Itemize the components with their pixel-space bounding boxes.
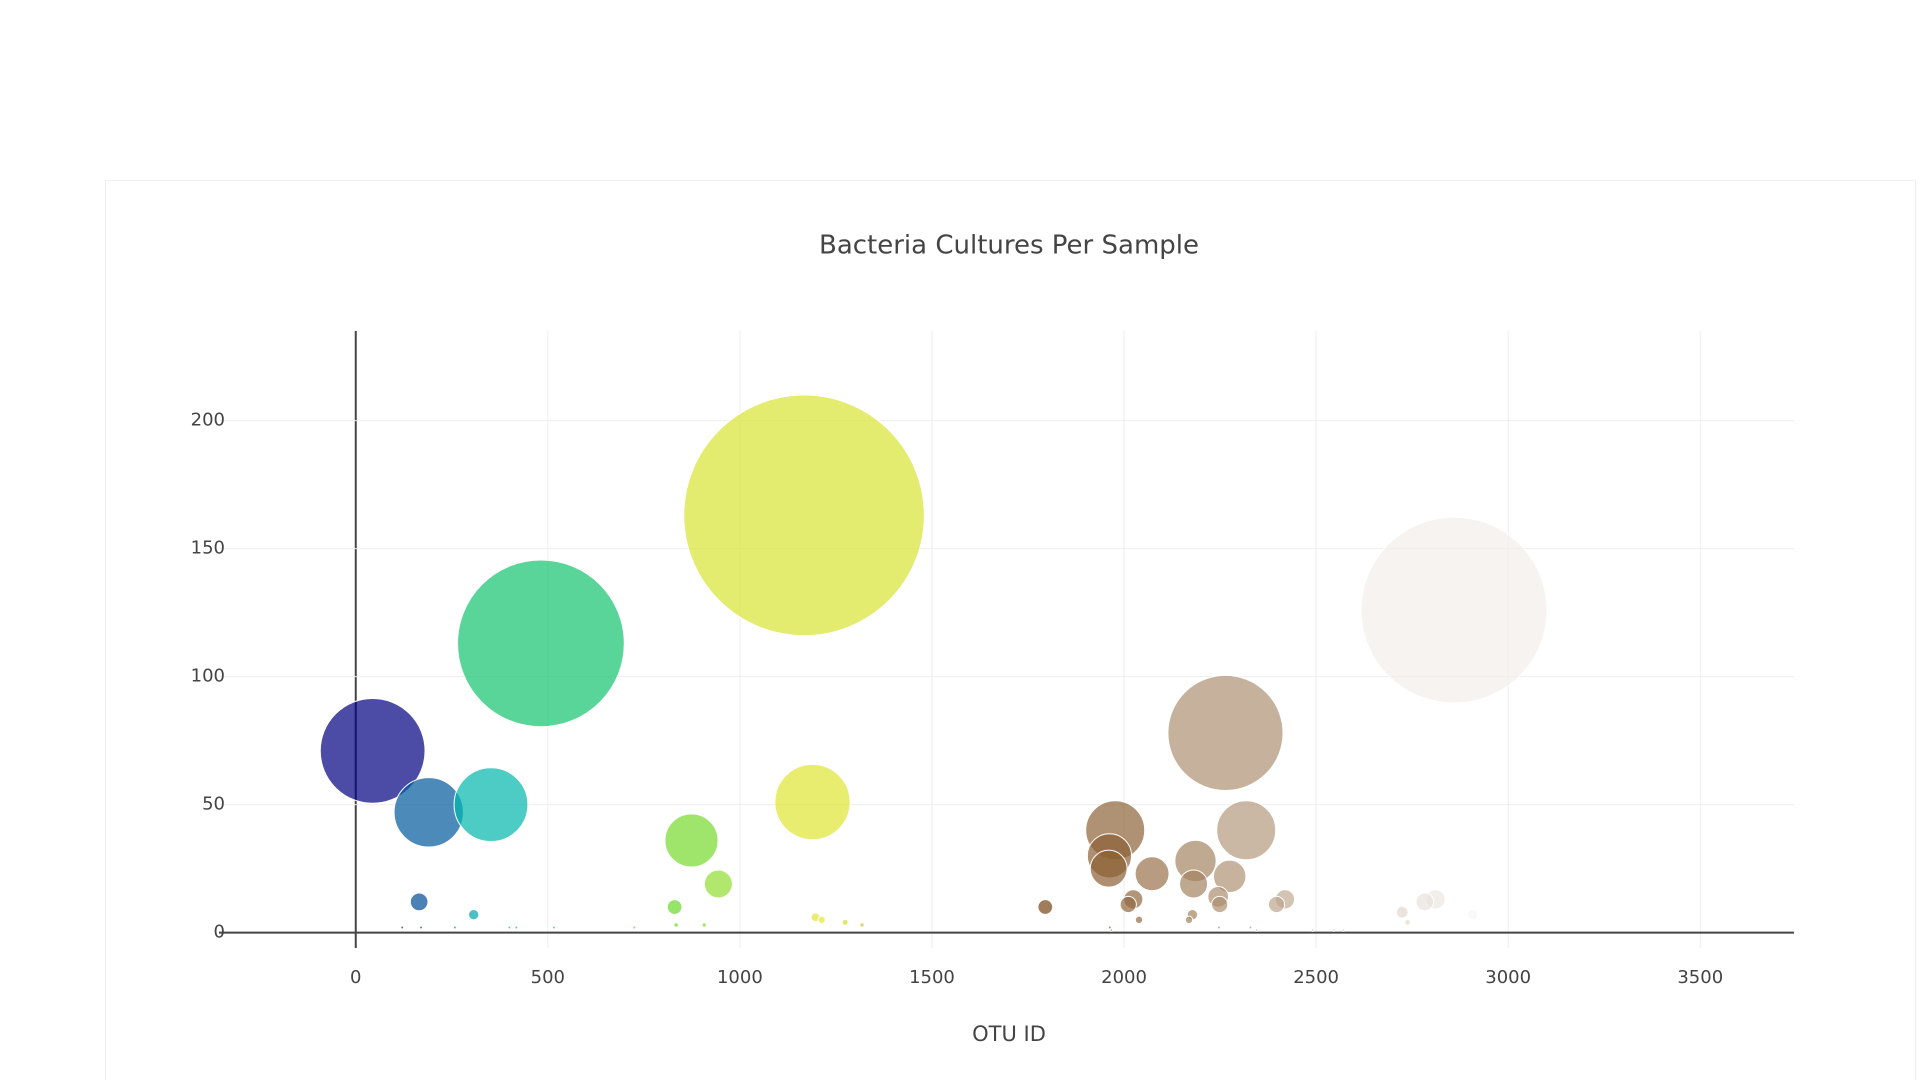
bubble	[664, 813, 719, 868]
bubble	[1134, 856, 1170, 892]
bubble	[409, 892, 429, 912]
y-tick-label: 0	[214, 922, 225, 943]
bubble	[1089, 849, 1128, 888]
x-tick-label: 2500	[1293, 967, 1339, 988]
bubble	[1248, 925, 1253, 930]
bubble	[400, 925, 405, 930]
chart-card	[105, 180, 1916, 1080]
bubble	[774, 763, 851, 841]
bubble	[683, 394, 925, 637]
bubble	[1134, 915, 1144, 925]
bubble	[468, 909, 480, 921]
bubble	[1037, 899, 1054, 915]
bubble	[1415, 892, 1435, 912]
bubble	[859, 922, 865, 928]
bubble	[1332, 928, 1336, 932]
bubble	[1119, 895, 1137, 914]
bubble	[1212, 859, 1247, 894]
x-tick-label: 500	[531, 967, 565, 988]
bubble	[1107, 925, 1112, 930]
bubble	[632, 925, 637, 930]
bubble	[1167, 674, 1284, 792]
bubble	[1360, 516, 1548, 704]
chart-title: Bacteria Cultures Per Sample	[819, 231, 1199, 261]
bubble	[1404, 918, 1412, 926]
bubble	[1179, 869, 1209, 899]
x-tick-label: 1000	[717, 967, 763, 988]
bubble	[666, 899, 683, 915]
y-tick-label: 150	[191, 538, 225, 559]
bubble	[1486, 899, 1503, 915]
bubble	[1109, 928, 1114, 932]
bubble	[1267, 895, 1286, 914]
bubble	[1216, 925, 1221, 930]
bubble	[507, 925, 512, 930]
x-tick-label: 0	[350, 967, 361, 988]
bubble	[703, 869, 733, 899]
bubble	[673, 922, 679, 928]
bubble	[841, 918, 849, 926]
bubble	[1216, 800, 1277, 861]
bubble	[1480, 925, 1485, 930]
bubble	[1310, 928, 1315, 932]
x-tick-label: 1500	[909, 967, 955, 988]
bubble	[701, 922, 707, 928]
bubble	[419, 925, 424, 930]
y-tick-label: 50	[202, 794, 225, 815]
bubble	[393, 777, 464, 848]
bubble	[1184, 915, 1194, 925]
bubble	[1395, 905, 1409, 919]
bubble	[514, 925, 519, 930]
bubble	[551, 925, 556, 930]
y-tick-label: 100	[191, 666, 225, 687]
bubble	[1466, 909, 1479, 921]
bubble	[457, 559, 625, 728]
bubble	[452, 925, 457, 930]
x-axis-label: OTU ID	[972, 1022, 1046, 1046]
bubble	[319, 697, 426, 804]
bubble	[1254, 928, 1259, 932]
x-tick-label: 2000	[1101, 967, 1147, 988]
bubble	[1211, 895, 1229, 914]
bubble	[453, 767, 529, 843]
bubble	[817, 915, 826, 925]
x-tick-label: 3500	[1677, 967, 1723, 988]
bubble	[1341, 928, 1346, 932]
x-tick-label: 3000	[1485, 967, 1531, 988]
y-tick-label: 200	[191, 410, 225, 431]
